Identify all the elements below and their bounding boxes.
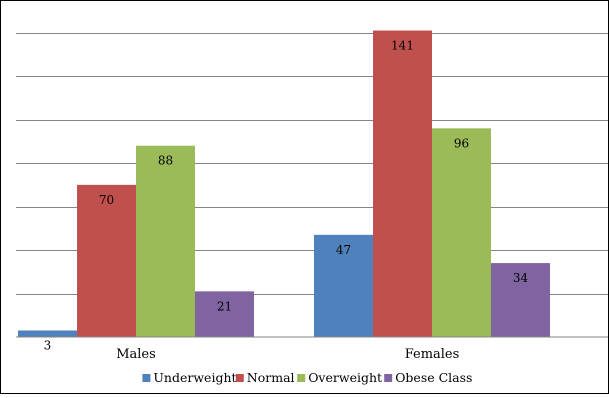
- legend-swatch-underweight: [142, 374, 151, 382]
- legend-swatch-obese-class: [384, 374, 393, 382]
- data-label-males-normal: 70: [99, 193, 114, 207]
- data-label-males-underweight: 3: [44, 338, 52, 352]
- bar-males-underweight: [18, 330, 77, 337]
- data-label-males-obese-class: 21: [217, 299, 232, 313]
- bar-females-overweight: [432, 128, 491, 337]
- legend-label-obese-class: Obese Class: [395, 370, 472, 385]
- data-labels: 3 70 88 21 47 141 96 34: [44, 39, 529, 353]
- bar-females-underweight: [314, 234, 373, 337]
- bar-males-normal: [77, 184, 136, 337]
- category-label-males: Males: [116, 347, 156, 362]
- data-label-females-underweight: 47: [336, 243, 351, 257]
- legend-label-overweight: Overweight: [308, 370, 382, 385]
- bar-males-obese-class: [195, 291, 254, 337]
- data-label-females-obese-class: 34: [513, 271, 529, 285]
- category-axis-labels: Males Females: [116, 347, 459, 362]
- bar-males-overweight: [136, 145, 195, 337]
- data-label-females-normal: 141: [391, 39, 414, 53]
- data-label-males-overweight: 88: [158, 154, 173, 168]
- bars: [18, 30, 550, 337]
- bar-females-obese-class: [491, 263, 550, 337]
- legend: Underweight Normal Overweight Obese Class: [142, 370, 472, 385]
- legend-label-normal: Normal: [247, 370, 295, 385]
- category-label-females: Females: [405, 347, 460, 362]
- legend-swatch-normal: [235, 374, 244, 382]
- data-label-females-overweight: 96: [454, 136, 469, 150]
- bar-females-normal: [373, 30, 432, 337]
- legend-swatch-overweight: [297, 374, 306, 382]
- legend-label-underweight: Underweight: [153, 370, 236, 385]
